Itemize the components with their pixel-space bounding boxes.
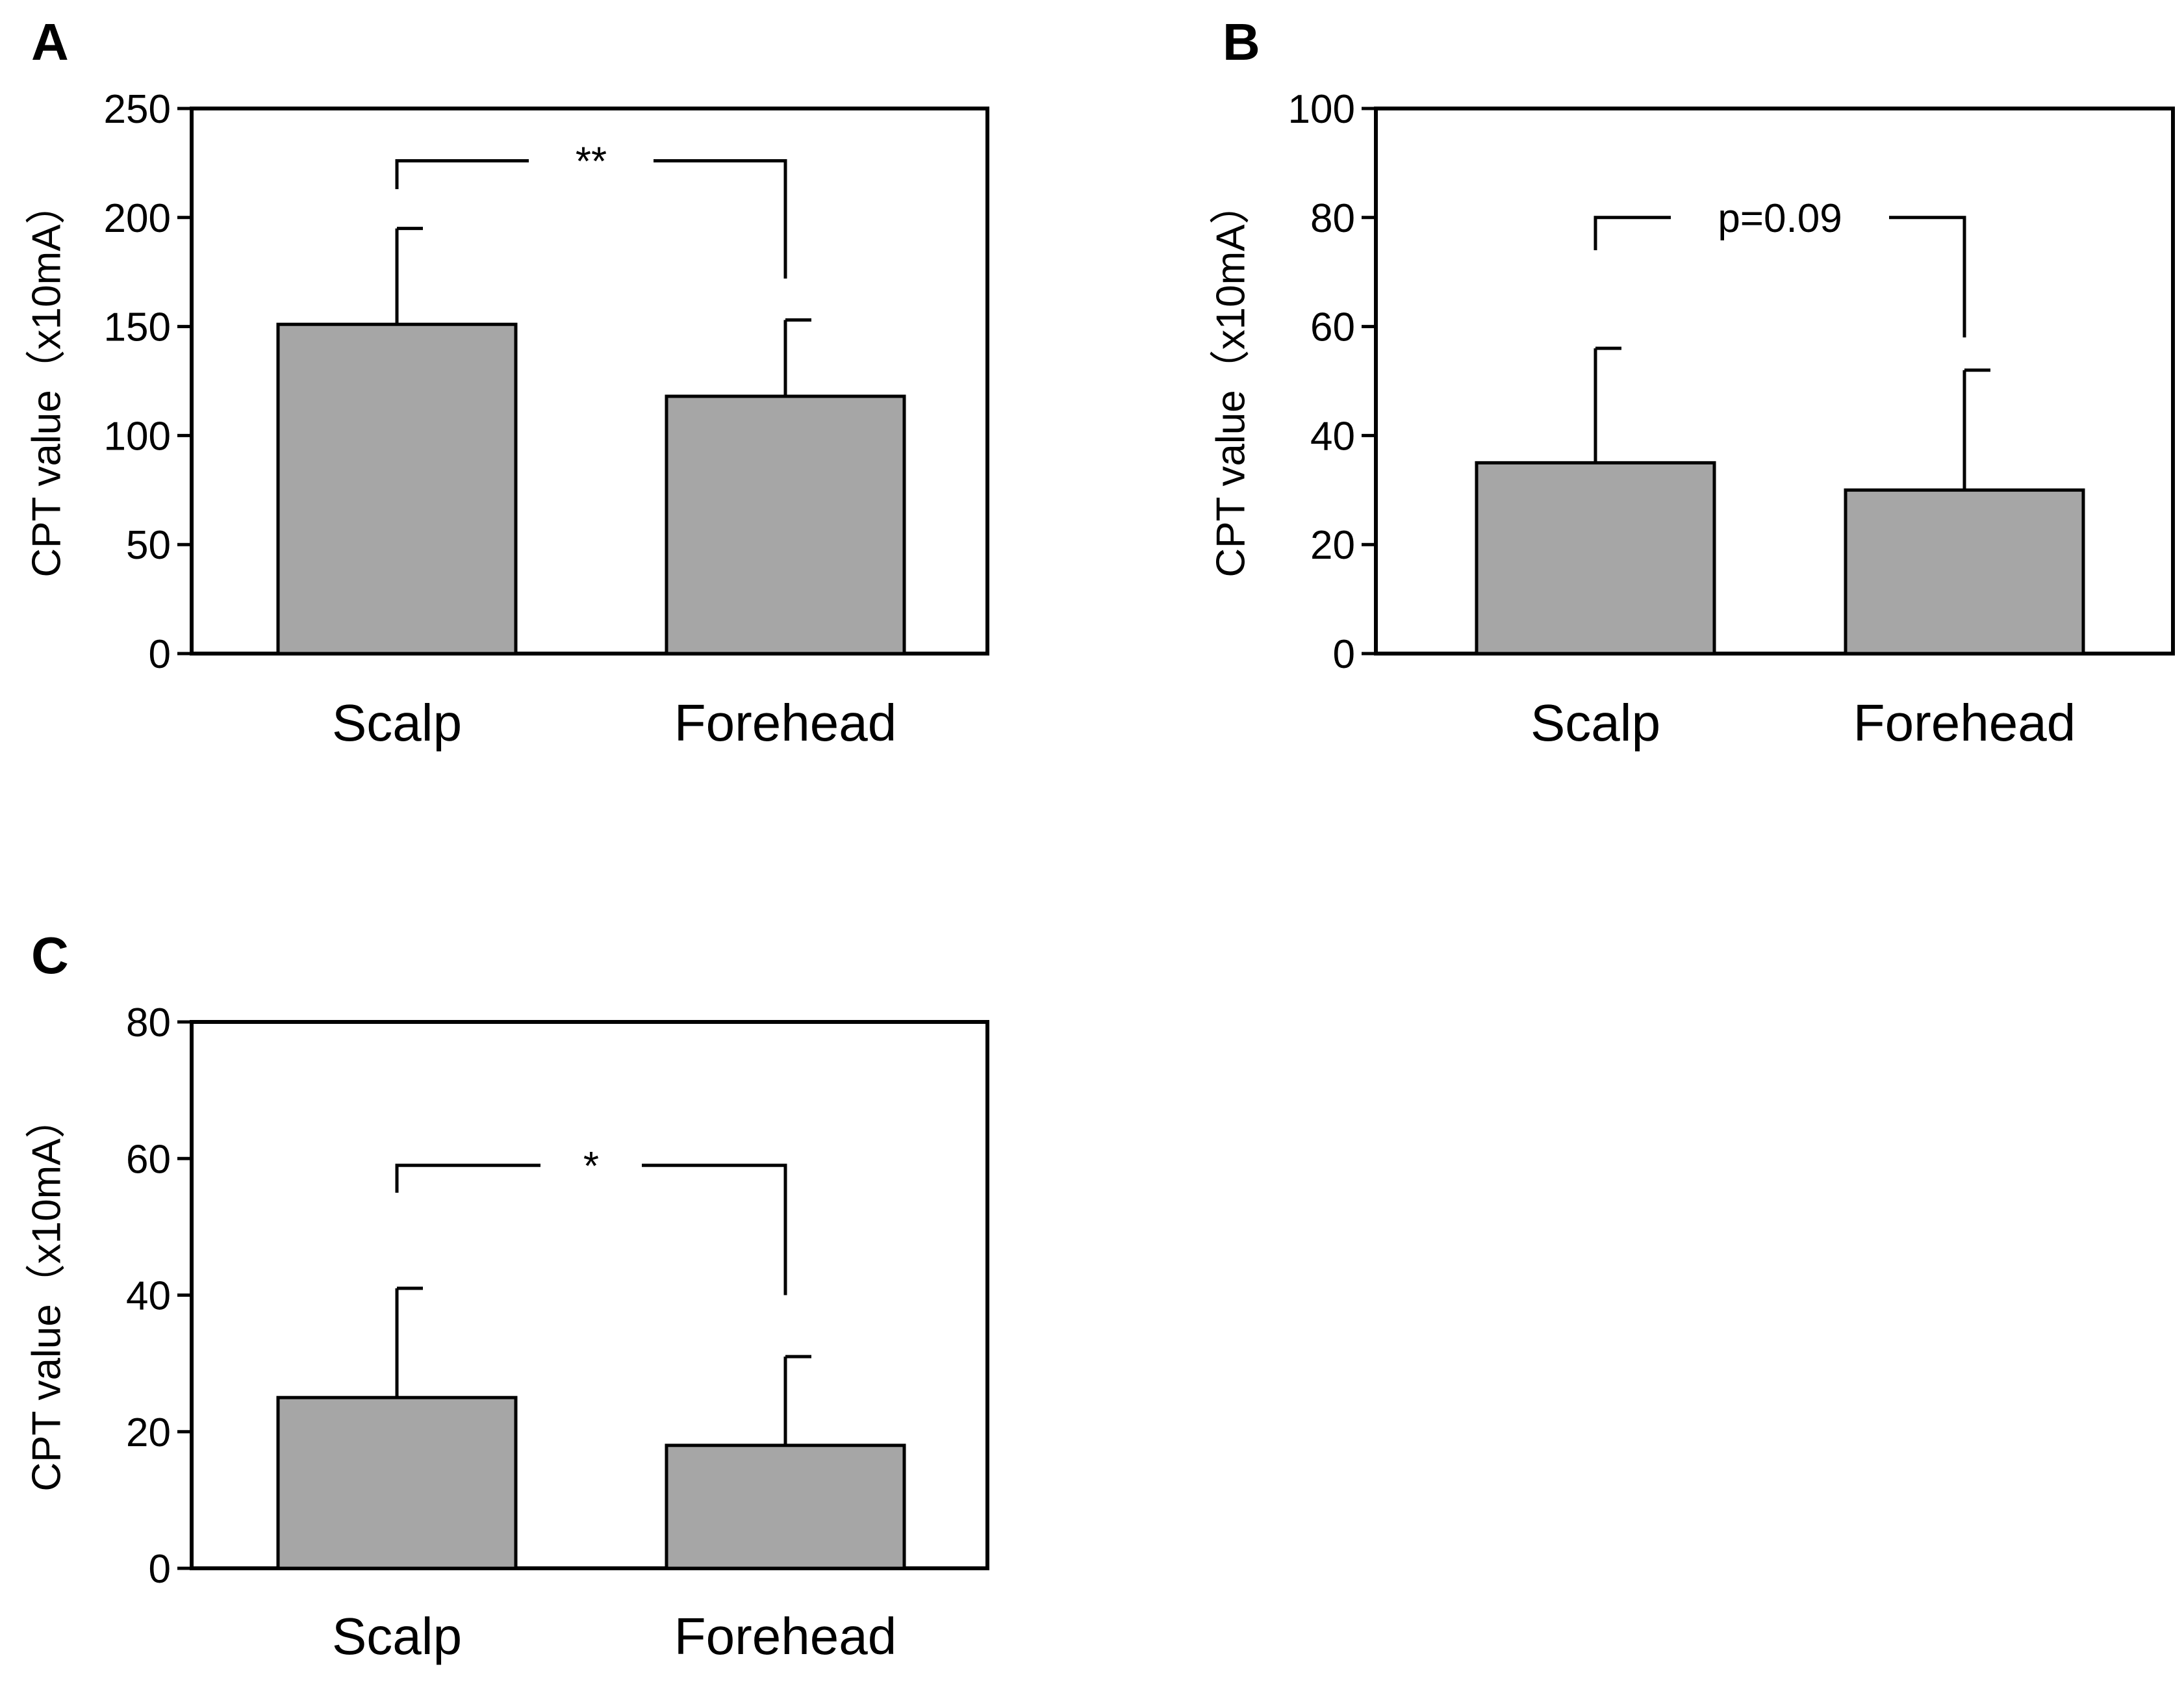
- significance-bracket-right: [1889, 216, 1966, 338]
- y-tick-label: 60: [1310, 305, 1355, 350]
- category-label-forehead: Forehead: [1853, 694, 2076, 752]
- chart-panel-a: A 0 50 100 150 200 250 CPT value（x10mA） Scalp For…: [25, 13, 989, 752]
- significance-bracket-left: [395, 159, 529, 190]
- y-tick-label: 20: [1310, 523, 1355, 568]
- plot-frame: [190, 107, 989, 656]
- y-tick-label: 150: [104, 305, 171, 350]
- category-label-forehead: Forehead: [674, 1607, 896, 1665]
- y-axis-title: CPT value（x10mA）: [1209, 184, 1254, 577]
- y-axis-title: CPT value（x10mA）: [25, 1098, 70, 1491]
- y-tick-label: 50: [126, 523, 171, 568]
- significance-bracket-left: [395, 1164, 540, 1193]
- y-tick-label: 0: [149, 1547, 171, 1592]
- chart-panel-c: C 0 20 40 60 80 CPT value（x10mA） Scalp Forehead *: [25, 926, 989, 1665]
- y-tick-label: 40: [126, 1274, 171, 1319]
- y-tick-label: 250: [104, 87, 171, 132]
- bar-forehead: [665, 394, 906, 656]
- y-tick-label: 0: [1333, 632, 1355, 677]
- y-tick-label: 200: [104, 196, 171, 241]
- plot-frame: [1374, 107, 2175, 656]
- bar-scalp: [276, 1395, 518, 1570]
- y-tick-label: 100: [104, 414, 171, 459]
- category-label-scalp: Scalp: [332, 1607, 462, 1665]
- y-axis-title: CPT value（x10mA）: [25, 184, 70, 577]
- significance-label: **: [576, 140, 607, 185]
- y-tick-label: 80: [126, 1000, 171, 1045]
- chart-panel-b: B 0 20 40 60 80 100 CPT value（x10mA） Scalp Forehe…: [1209, 13, 2175, 752]
- panel-label: C: [31, 926, 69, 984]
- category-label-forehead: Forehead: [674, 694, 896, 752]
- significance-bracket-right: [642, 1164, 787, 1295]
- bar-forehead: [665, 1444, 906, 1570]
- panel-label: A: [31, 13, 69, 71]
- y-tick-label: 80: [1310, 196, 1355, 241]
- category-label-scalp: Scalp: [332, 694, 462, 752]
- bar-scalp: [276, 322, 518, 656]
- significance-bracket-left: [1594, 216, 1671, 251]
- bar-scalp: [1475, 461, 1716, 656]
- significance-bracket-right: [654, 159, 787, 279]
- bar-forehead: [1844, 488, 2085, 656]
- y-tick-label: 0: [149, 632, 171, 677]
- significance-label: *: [583, 1144, 599, 1189]
- y-tick-label: 20: [126, 1410, 171, 1455]
- panel-label: B: [1223, 13, 1260, 71]
- y-tick-label: 40: [1310, 414, 1355, 459]
- y-tick-label: 100: [1288, 87, 1355, 132]
- category-label-scalp: Scalp: [1530, 694, 1660, 752]
- significance-label: p=0.09: [1718, 196, 1842, 241]
- y-tick-label: 60: [126, 1137, 171, 1182]
